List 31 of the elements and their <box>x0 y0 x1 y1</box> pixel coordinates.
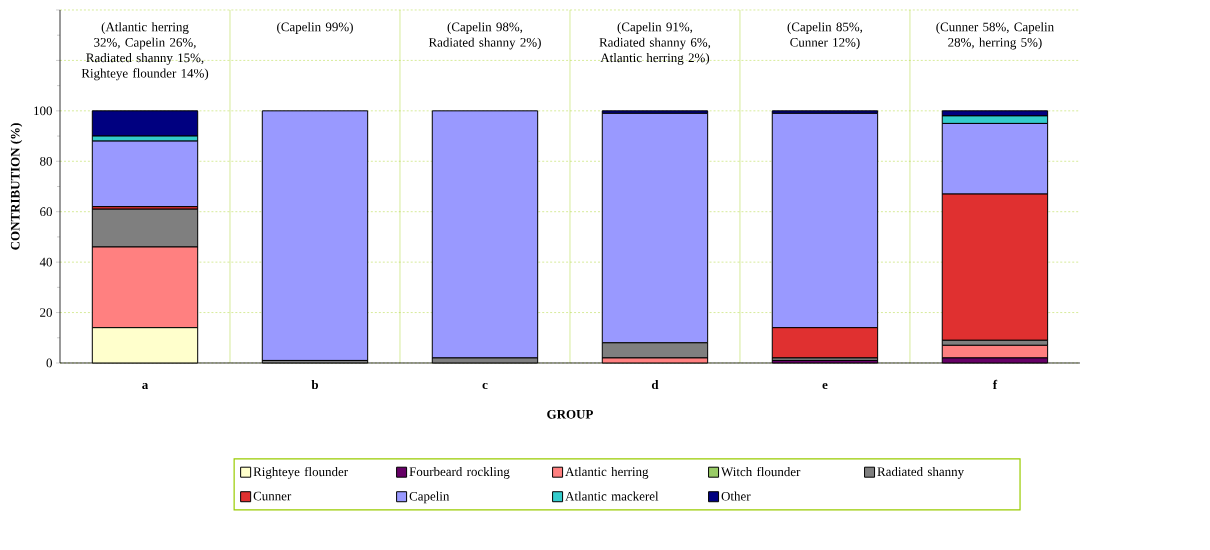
legend-label: Atlantic mackerel <box>565 491 659 501</box>
y-tick-label: 40 <box>39 257 52 267</box>
annotation: (Capelin 99%) <box>277 22 353 34</box>
legend-label: Cunner <box>253 491 292 501</box>
y-tick-label: 80 <box>40 156 52 166</box>
annotation: (Cunner 58%, Capelin 28%, herring 5%) <box>936 22 1054 50</box>
legend-label: Witch flounder <box>721 466 801 477</box>
legend-label: Righteye flounder <box>253 466 348 479</box>
legend-label: Atlantic herring <box>565 466 649 479</box>
x-tick-label: a <box>142 382 149 390</box>
x-tick-label: c <box>482 382 488 390</box>
y-axis-title: CONTRIBUTION (%) <box>10 123 23 250</box>
y-tick-label: 60 <box>40 207 52 217</box>
legend-label: Other <box>721 491 751 501</box>
annotation: (Capelin 91%, Radiated shanny 6%, Atlantic herring 2%) <box>599 22 711 65</box>
y-tick-label: 20 <box>40 308 52 317</box>
x-tick-label: f <box>992 379 998 389</box>
legend-label: Radiated shanny <box>877 466 965 479</box>
bar <box>91 110 199 137</box>
x-tick-label: e <box>822 382 828 390</box>
annotation: (Capelin 98%, Radiated shanny 2%) <box>428 22 541 50</box>
legend-label: Capelin <box>409 491 450 504</box>
x-tick-label: b <box>311 380 319 390</box>
y-tick-label: 100 <box>34 106 52 116</box>
x-axis-title: GROUP <box>547 409 593 419</box>
y-tick-label: 0 <box>46 358 52 368</box>
annotation: (Capelin 85%, Cunner 12%) <box>787 22 863 50</box>
legend-label: Fourbeard rockling <box>409 466 510 479</box>
x-tick-label: d <box>651 380 659 390</box>
bar <box>261 110 369 361</box>
annotation: (Atlantic herring 32%, Capelin 26%, Radiated shanny 15%, Righteye flounder 14%) <box>81 22 209 81</box>
